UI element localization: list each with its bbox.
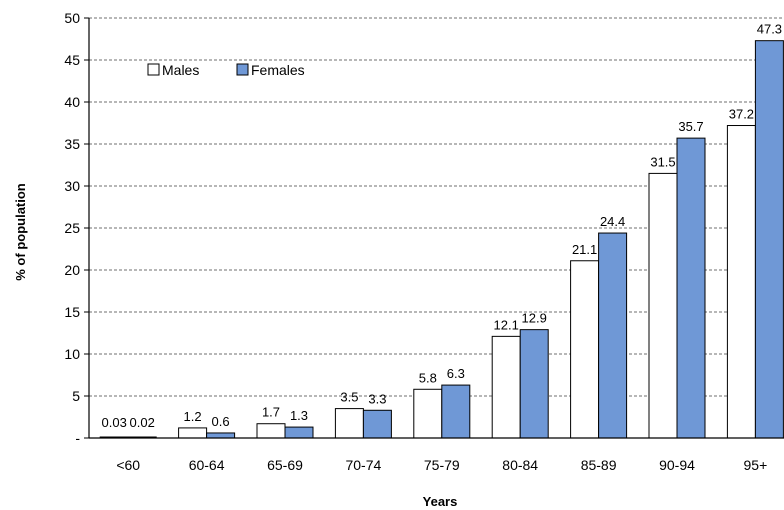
data-label-females: 1.3 bbox=[290, 408, 308, 423]
y-tick-label: 10 bbox=[64, 346, 80, 362]
x-tick-label: 70-74 bbox=[345, 457, 381, 473]
legend-label-males: Males bbox=[162, 62, 199, 78]
data-label-females: 0.02 bbox=[130, 415, 155, 430]
x-tick-label: 90-94 bbox=[659, 457, 695, 473]
y-tick-label: 50 bbox=[64, 10, 80, 26]
y-tick-labels: - 5 10 15 20 25 30 35 40 45 50 bbox=[64, 10, 80, 446]
data-label-males: 1.7 bbox=[262, 405, 280, 420]
y-tick-label: 35 bbox=[64, 136, 80, 152]
data-label-males: 21.1 bbox=[572, 242, 597, 257]
data-label-females: 12.9 bbox=[522, 311, 547, 326]
data-label-females: 3.3 bbox=[368, 391, 386, 406]
bar-males bbox=[413, 388, 443, 439]
x-axis-title: Years bbox=[423, 494, 458, 509]
bar-males bbox=[570, 260, 600, 439]
bar-females bbox=[754, 40, 784, 439]
y-tick-label: 20 bbox=[64, 262, 80, 278]
bar-males bbox=[334, 408, 364, 439]
bar-males bbox=[726, 125, 756, 439]
x-tick-label: 85-89 bbox=[581, 457, 617, 473]
y-tick-label: 45 bbox=[64, 52, 80, 68]
bar-females bbox=[284, 426, 314, 439]
bar-males bbox=[256, 423, 286, 439]
data-label-males: 12.1 bbox=[494, 317, 519, 332]
data-label-females: 24.4 bbox=[600, 214, 625, 229]
y-tick-label: 15 bbox=[64, 304, 80, 320]
y-tick-label: 40 bbox=[64, 94, 80, 110]
bars bbox=[99, 40, 784, 439]
bar-females bbox=[206, 432, 236, 439]
data-label-males: 0.03 bbox=[102, 415, 127, 430]
x-tick-label: <60 bbox=[116, 457, 140, 473]
y-tick-label: 25 bbox=[64, 220, 80, 236]
data-label-females: 0.6 bbox=[212, 414, 230, 429]
grid-lines bbox=[89, 17, 784, 397]
bar-females bbox=[598, 232, 628, 439]
data-label-females: 35.7 bbox=[678, 119, 703, 134]
bar-females bbox=[362, 409, 392, 439]
legend-label-females: Females bbox=[251, 62, 305, 78]
legend-swatch-males bbox=[147, 63, 160, 76]
y-tick-label: 30 bbox=[64, 178, 80, 194]
x-tick-label: 75-79 bbox=[424, 457, 460, 473]
bar-males bbox=[178, 427, 208, 439]
x-tick-label: 80-84 bbox=[502, 457, 538, 473]
data-label-males: 3.5 bbox=[340, 390, 358, 405]
y-tick-label: - bbox=[75, 430, 80, 446]
y-tick-label: 5 bbox=[72, 388, 80, 404]
legend-swatch-females bbox=[236, 63, 249, 76]
data-label-males: 37.2 bbox=[729, 107, 754, 122]
legend: Males Females bbox=[147, 62, 305, 78]
data-label-males: 5.8 bbox=[419, 370, 437, 385]
bar-females bbox=[519, 329, 549, 439]
data-labels: 0.03 0.02 1.2 0.6 1.7 1.3 3.5 3.3 5.8 6.3 12.1 12.9… bbox=[102, 22, 783, 430]
data-label-females: 6.3 bbox=[447, 366, 465, 381]
x-tick-label: 65-69 bbox=[267, 457, 303, 473]
bar-males bbox=[648, 172, 678, 439]
bar-females bbox=[676, 137, 706, 439]
data-label-males: 1.2 bbox=[184, 409, 202, 424]
x-tick-label: 60-64 bbox=[189, 457, 225, 473]
axes bbox=[84, 17, 784, 439]
bar-males bbox=[491, 335, 521, 439]
data-label-females: 47.3 bbox=[757, 22, 782, 37]
x-tick-label: 95+ bbox=[744, 457, 768, 473]
y-axis-title: % of population bbox=[13, 183, 28, 281]
data-label-males: 31.5 bbox=[650, 154, 675, 169]
x-tick-labels: <60 60-64 65-69 70-74 75-79 80-84 85-89 90-94 95… bbox=[116, 457, 767, 473]
bar-females bbox=[441, 384, 471, 439]
